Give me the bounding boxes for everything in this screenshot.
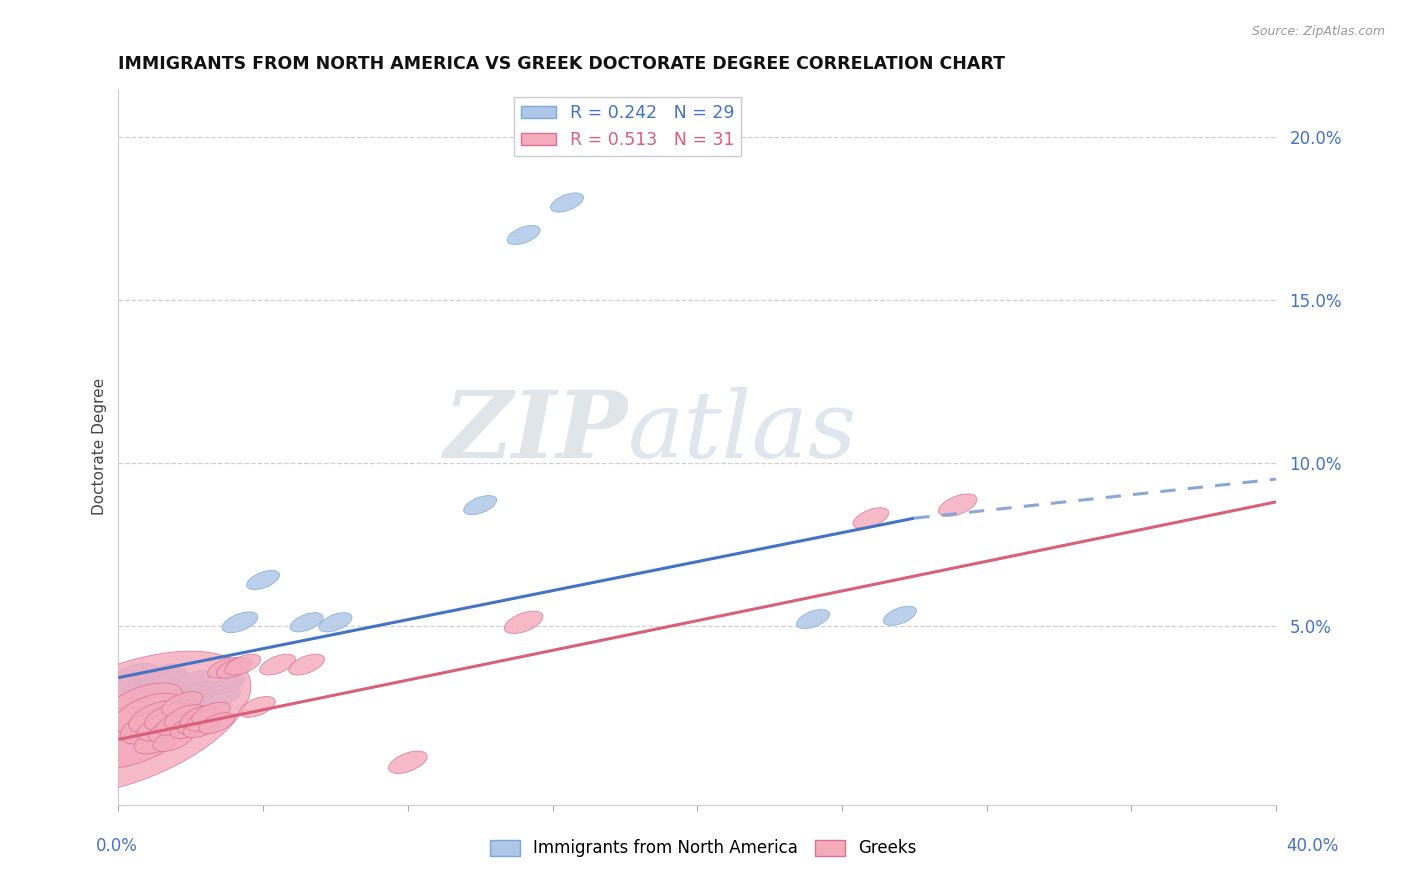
Ellipse shape [212, 674, 245, 694]
Ellipse shape [186, 709, 225, 731]
Ellipse shape [120, 709, 180, 744]
Text: atlas: atlas [628, 387, 858, 477]
Ellipse shape [159, 677, 194, 698]
Ellipse shape [150, 671, 186, 691]
Ellipse shape [149, 717, 193, 742]
Ellipse shape [180, 706, 219, 728]
Ellipse shape [290, 613, 323, 632]
Ellipse shape [108, 664, 157, 692]
Ellipse shape [165, 705, 205, 729]
Ellipse shape [156, 711, 197, 735]
Ellipse shape [853, 508, 889, 529]
Ellipse shape [177, 712, 217, 734]
Ellipse shape [145, 680, 184, 702]
Ellipse shape [222, 612, 257, 632]
Ellipse shape [162, 687, 197, 707]
Text: 40.0%: 40.0% [1286, 837, 1339, 855]
Ellipse shape [183, 715, 222, 738]
Ellipse shape [176, 671, 211, 691]
Ellipse shape [162, 691, 202, 715]
Text: 0.0%: 0.0% [96, 837, 138, 855]
Ellipse shape [883, 607, 917, 625]
Text: IMMIGRANTS FROM NORTH AMERICA VS GREEK DOCTORATE DEGREE CORRELATION CHART: IMMIGRANTS FROM NORTH AMERICA VS GREEK D… [118, 55, 1005, 73]
Ellipse shape [205, 687, 240, 707]
Ellipse shape [388, 751, 427, 773]
Ellipse shape [319, 613, 352, 632]
Ellipse shape [121, 675, 162, 699]
Ellipse shape [208, 657, 243, 678]
Ellipse shape [797, 609, 830, 629]
Ellipse shape [184, 687, 221, 707]
Ellipse shape [100, 683, 183, 731]
Ellipse shape [138, 712, 187, 741]
Text: Source: ZipAtlas.com: Source: ZipAtlas.com [1251, 25, 1385, 38]
Ellipse shape [191, 702, 231, 724]
Ellipse shape [938, 494, 977, 516]
Ellipse shape [128, 701, 184, 732]
Ellipse shape [145, 703, 191, 731]
Ellipse shape [246, 570, 280, 590]
Ellipse shape [194, 681, 228, 700]
Ellipse shape [153, 728, 194, 751]
Y-axis label: Doctorate Degree: Doctorate Degree [93, 378, 107, 515]
Ellipse shape [217, 657, 252, 678]
Ellipse shape [172, 674, 204, 694]
Ellipse shape [170, 714, 211, 739]
Text: ZIP: ZIP [443, 387, 628, 477]
Ellipse shape [143, 664, 180, 685]
Ellipse shape [141, 690, 177, 711]
Ellipse shape [128, 670, 167, 692]
Ellipse shape [112, 693, 181, 733]
Ellipse shape [128, 684, 173, 710]
Ellipse shape [134, 725, 184, 754]
Ellipse shape [508, 226, 540, 244]
Ellipse shape [183, 681, 217, 700]
Ellipse shape [225, 654, 260, 675]
Ellipse shape [260, 654, 295, 675]
Ellipse shape [288, 654, 325, 675]
Ellipse shape [464, 496, 496, 515]
Legend: Immigrants from North America, Greeks: Immigrants from North America, Greeks [484, 833, 922, 864]
Ellipse shape [505, 611, 543, 633]
Ellipse shape [165, 697, 200, 717]
Ellipse shape [551, 193, 583, 212]
Ellipse shape [3, 651, 250, 796]
Ellipse shape [155, 668, 187, 687]
Ellipse shape [239, 697, 276, 717]
Ellipse shape [75, 697, 198, 769]
Legend: R = 0.242   N = 29, R = 0.513   N = 31: R = 0.242 N = 29, R = 0.513 N = 31 [515, 97, 741, 156]
Ellipse shape [200, 713, 235, 733]
Ellipse shape [135, 673, 172, 695]
